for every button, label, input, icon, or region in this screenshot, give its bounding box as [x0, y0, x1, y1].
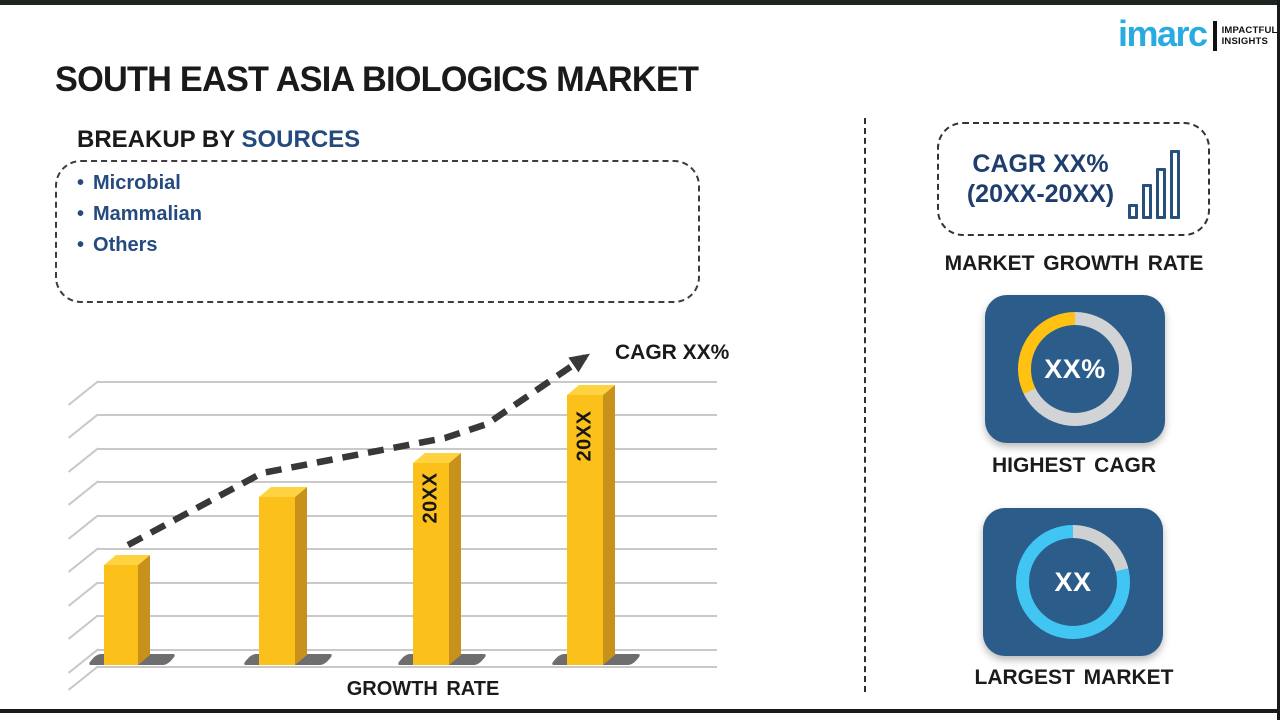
- gridline-depth-tick: [67, 581, 99, 607]
- bar-side-face: [295, 487, 307, 665]
- list-item: • Mammalian: [77, 203, 202, 225]
- cagr-summary-text: CAGR XX% (20XX-20XX): [966, 150, 1115, 208]
- sources-list: • Microbial • Mammalian • Others: [77, 171, 202, 258]
- highest-cagr-donut: XX%: [1018, 312, 1132, 426]
- bar-year-label: 20XX: [573, 410, 596, 462]
- gridline-depth-tick: [67, 648, 99, 674]
- list-item: • Others: [77, 234, 158, 256]
- vertical-dashed-divider: [864, 118, 866, 692]
- logo-separator: [1212, 21, 1217, 51]
- cagr-summary-box: CAGR XX% (20XX-20XX): [937, 122, 1210, 236]
- bar-side-face: [449, 453, 461, 665]
- breakup-heading-highlight: SOURCES: [241, 126, 361, 153]
- sources-box: [55, 160, 700, 303]
- breakup-heading-prefix: BREAKUP BY: [77, 126, 242, 153]
- bar-shadow: [87, 654, 177, 665]
- bullet-icon: •: [77, 203, 85, 225]
- bar-shadow: [550, 654, 642, 665]
- gridline-depth-tick: [67, 547, 99, 573]
- bar-top-face: [104, 555, 150, 565]
- largest-market-value: XX: [1054, 566, 1092, 597]
- bar-shadow: [396, 654, 488, 665]
- gridline: [98, 582, 717, 584]
- x-axis-label: GROWTH RATE: [346, 678, 500, 700]
- largest-market-donut: XX: [1016, 525, 1130, 639]
- market-growth-rate-label: MARKET GROWTH RATE: [944, 252, 1204, 275]
- bar-year-label: 20XX: [419, 472, 442, 524]
- gridline: [98, 414, 717, 416]
- gridline-depth-tick: [67, 413, 99, 439]
- gridline: [98, 448, 717, 450]
- bottom-border: [0, 709, 1280, 713]
- largest-market-card: XX: [983, 508, 1163, 656]
- page-title: SOUTH EAST ASIA BIOLOGICS MARKET: [55, 60, 699, 99]
- bar-top-face: [567, 385, 615, 395]
- gridline: [98, 615, 717, 617]
- bar-side-face: [603, 385, 615, 665]
- gridline-depth-tick: [67, 514, 99, 540]
- gridline: [98, 481, 717, 483]
- imarc-logo-text: imarc: [1118, 13, 1208, 54]
- top-border: [0, 0, 1280, 5]
- gridline: [98, 381, 717, 383]
- gridline-depth-tick: [67, 614, 99, 640]
- gridline: [98, 515, 717, 517]
- largest-market-label: LARGEST MARKET: [974, 666, 1174, 689]
- gridline: [98, 666, 717, 668]
- bullet-icon: •: [77, 234, 85, 256]
- bar-shadow: [242, 654, 334, 665]
- growth-bars-icon: [1128, 149, 1181, 219]
- gridline-depth-tick: [67, 665, 99, 691]
- breakup-heading: BREAKUP BY SOURCES: [77, 126, 360, 154]
- bar-side-face: [138, 555, 150, 665]
- highest-cagr-card: XX%: [985, 295, 1165, 443]
- logo-tagline: IMPACTFUL INSIGHTS: [1221, 25, 1278, 47]
- gridline: [98, 649, 717, 651]
- bar-top-face: [259, 487, 307, 497]
- bar: [104, 565, 138, 665]
- trend-cagr-annotation: CAGR XX%: [615, 341, 730, 364]
- highest-cagr-value: XX%: [1044, 353, 1106, 384]
- bar: [259, 497, 295, 665]
- list-item: • Microbial: [77, 172, 181, 194]
- gridline-depth-tick: [67, 480, 99, 506]
- gridline: [98, 548, 717, 550]
- bar: [567, 395, 603, 665]
- bullet-icon: •: [77, 172, 85, 194]
- imarc-logo: imarc IMPACTFUL INSIGHTS: [1118, 16, 1278, 52]
- gridline-depth-tick: [67, 447, 99, 473]
- gridline-depth-tick: [67, 380, 99, 406]
- highest-cagr-label: HIGHEST CAGR: [991, 454, 1156, 477]
- right-border: [1277, 0, 1280, 720]
- bar: [413, 463, 449, 665]
- bar-top-face: [413, 453, 461, 463]
